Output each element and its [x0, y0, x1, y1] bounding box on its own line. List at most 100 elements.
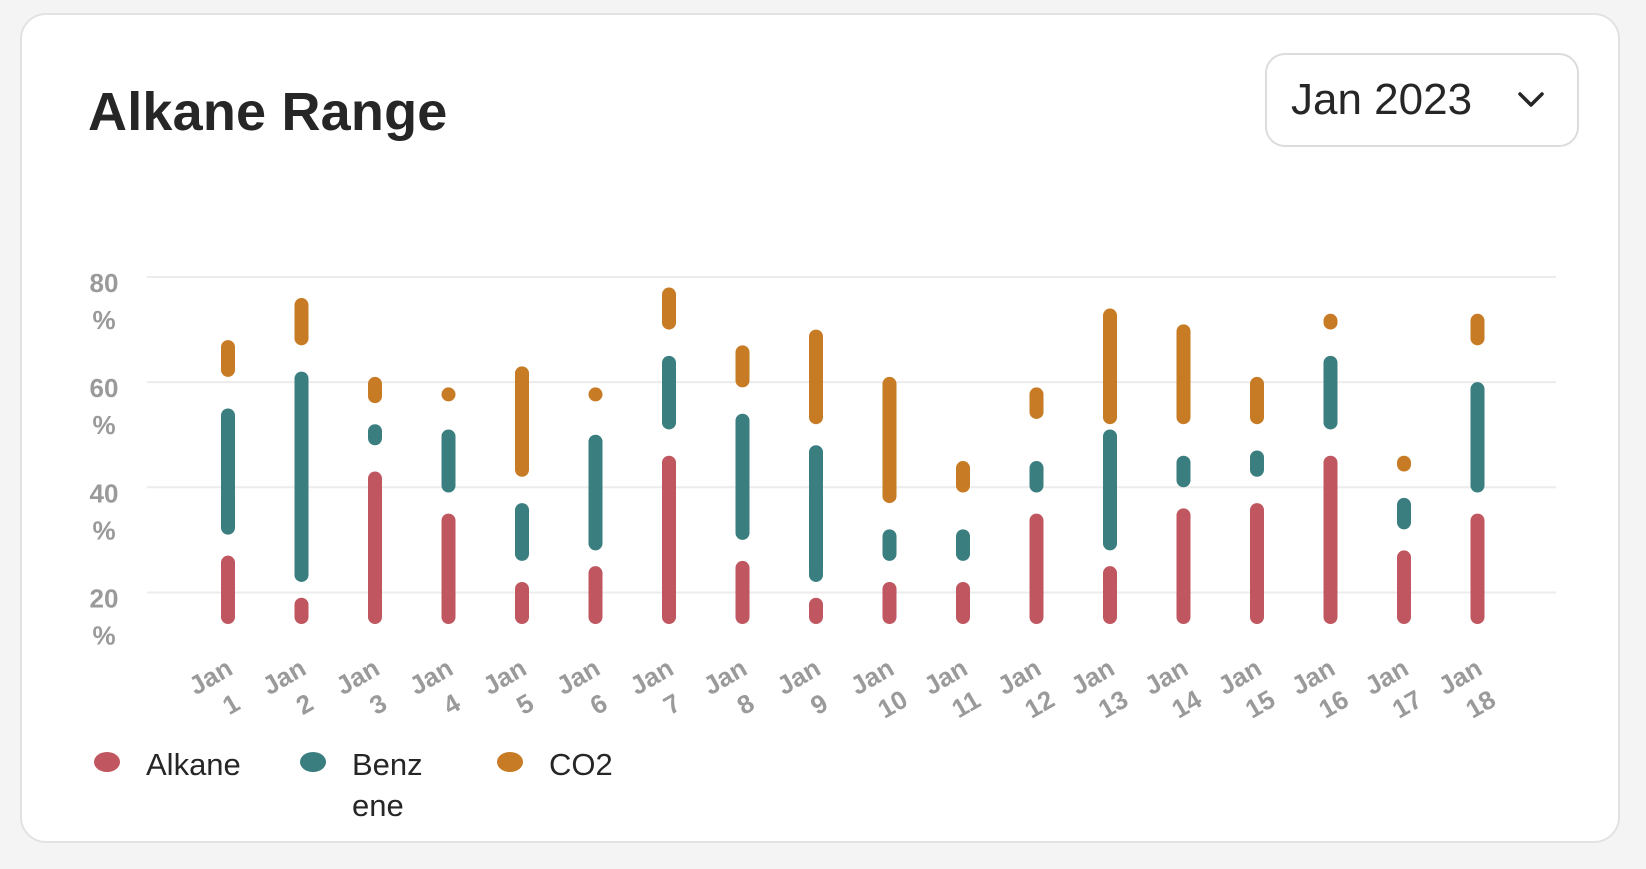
legend-item-co2[interactable]: CO2	[497, 744, 649, 785]
x-tick-label-group: Jan15	[1213, 652, 1280, 724]
x-tick-label: Jan8	[698, 652, 769, 730]
x-tick-label: Jan3	[331, 652, 402, 730]
range-bar	[1029, 513, 1044, 624]
y-tick-label: 20%	[90, 583, 119, 650]
x-tick-label-group: Jan7	[625, 652, 696, 730]
month-select-value: Jan 2023	[1291, 75, 1473, 124]
range-bar	[1397, 497, 1411, 530]
range-bar	[221, 408, 235, 535]
y-tick-label: 80%	[90, 268, 119, 335]
range-bar	[294, 597, 309, 624]
range-bar	[1323, 313, 1338, 330]
x-tick-label: Jan17	[1360, 652, 1431, 730]
range-bar	[1323, 455, 1338, 624]
x-tick-label-group: Jan17	[1360, 652, 1431, 730]
range-bar	[662, 355, 676, 430]
range-bar	[1176, 455, 1191, 488]
legend-label-benzene: Benz ene	[352, 747, 423, 823]
range-bar	[294, 371, 309, 582]
x-tick-label-group: Jan5	[478, 652, 549, 730]
range-bar	[221, 555, 235, 624]
x-tick-label-group: Jan9	[772, 652, 843, 730]
x-tick-label: Jan1	[184, 652, 255, 730]
x-tick-label: Jan10	[845, 652, 916, 730]
range-bar	[956, 461, 970, 493]
range-bar	[588, 434, 603, 551]
range-bar	[735, 560, 750, 624]
x-tick-label: Jan9	[772, 652, 843, 730]
range-bar	[882, 376, 897, 504]
legend-swatch-alkane	[94, 752, 120, 772]
x-tick-label: Jan2	[257, 652, 328, 730]
range-bar	[1176, 324, 1191, 425]
legend-label-alkane: Alkane	[146, 747, 241, 782]
x-tick-label: Jan6	[551, 652, 622, 730]
range-bar	[662, 455, 676, 624]
x-tick-label-group: Jan14	[1139, 652, 1210, 730]
legend-swatch-benzene	[300, 752, 326, 772]
range-bar	[809, 445, 823, 582]
range-bar	[882, 529, 897, 561]
x-tick-label-group: Jan18	[1433, 652, 1504, 730]
range-bar	[441, 387, 456, 402]
legend-item-benzene[interactable]: Benz ene	[300, 744, 432, 826]
range-bar	[1397, 550, 1411, 624]
range-bar	[588, 387, 603, 402]
chart-title: Alkane Range	[88, 82, 448, 142]
y-tick-label: 60%	[90, 373, 119, 440]
range-bar	[515, 503, 529, 561]
legend-swatch-co2	[497, 752, 523, 772]
range-bar	[956, 581, 970, 624]
range-bar	[1250, 376, 1264, 425]
range-bar	[294, 298, 309, 346]
x-tick-label: Jan4	[404, 652, 475, 730]
range-bar	[809, 329, 823, 425]
range-bar	[368, 471, 382, 624]
x-tick-label-group: Jan2	[257, 652, 328, 730]
range-bar	[588, 566, 603, 624]
x-tick-label-group: Jan11	[919, 652, 986, 724]
range-bar	[956, 529, 970, 561]
range-bar	[221, 340, 235, 377]
x-tick-label-group: Jan13	[1066, 652, 1137, 730]
x-tick-label-group: Jan16	[1286, 652, 1357, 730]
range-bar	[1103, 308, 1117, 425]
range-bar	[1103, 566, 1117, 624]
chart-card: Alkane Range Jan 2023	[20, 13, 1620, 843]
range-bar	[441, 429, 456, 493]
range-bar	[1029, 387, 1044, 419]
range-bar	[662, 287, 676, 330]
range-bar	[735, 345, 750, 388]
range-bar	[1470, 313, 1485, 346]
range-bar	[1029, 461, 1044, 493]
range-bar	[1397, 455, 1411, 472]
range-bar	[441, 513, 456, 624]
x-tick-label: Jan12	[992, 652, 1063, 730]
range-bar	[368, 424, 382, 446]
range-bar	[1470, 513, 1485, 624]
range-bar	[1250, 450, 1264, 477]
x-tick-label: Jan16	[1286, 652, 1357, 730]
x-tick-label: Jan14	[1139, 652, 1210, 730]
x-tick-label-group: Jan8	[698, 652, 769, 730]
legend-item-alkane[interactable]: Alkane	[94, 744, 246, 785]
legend-label-co2: CO2	[549, 747, 613, 782]
range-bar	[735, 413, 750, 540]
x-tick-label: Jan7	[625, 652, 696, 730]
x-tick-label-group: Jan3	[331, 652, 402, 730]
month-select[interactable]: Jan 2023	[1265, 53, 1579, 147]
x-tick-label: Jan13	[1066, 652, 1137, 730]
x-tick-label-group: Jan1	[184, 652, 255, 730]
range-bar	[515, 581, 529, 624]
x-tick-label-group: Jan4	[404, 652, 475, 730]
x-tick-label: Jan5	[478, 652, 549, 730]
x-tick-label-group: Jan12	[992, 652, 1063, 730]
range-bar	[368, 376, 382, 404]
range-bar	[1250, 503, 1264, 624]
x-tick-label-group: Jan6	[551, 652, 622, 730]
range-bar	[1470, 382, 1485, 493]
range-bar	[882, 581, 897, 624]
range-bar	[1103, 429, 1117, 551]
x-tick-label: Jan18	[1433, 652, 1504, 730]
